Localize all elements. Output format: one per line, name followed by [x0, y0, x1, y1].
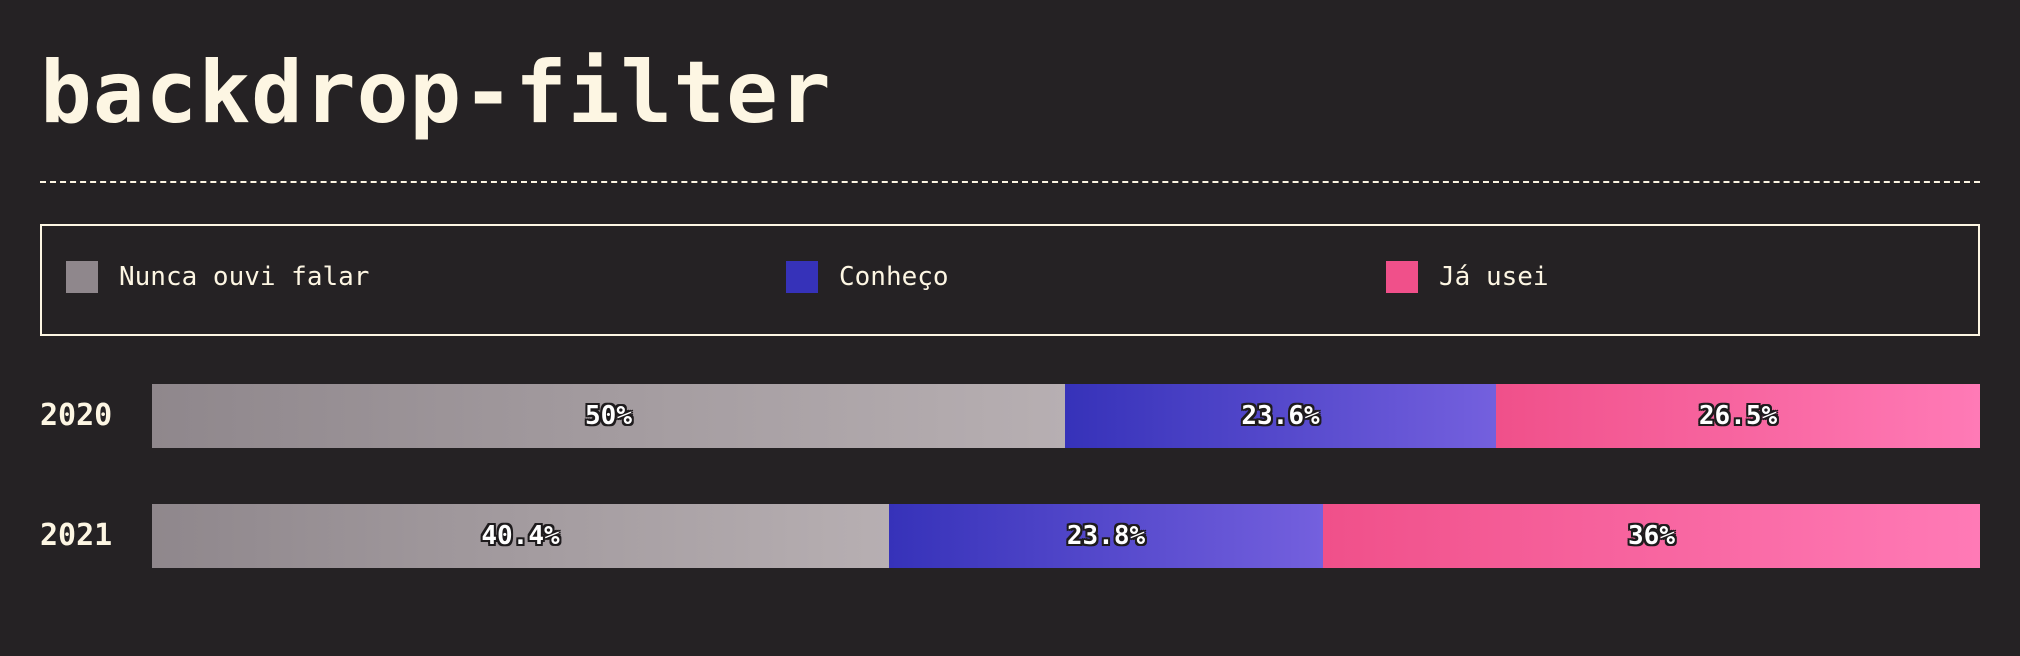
bar-segment-nunca-2021[interactable]: 40.4% [152, 504, 889, 568]
legend: Nunca ouvi falar Conheço Já usei [40, 224, 1980, 336]
data-label-conheco-2020: 23.6% [1241, 401, 1320, 431]
legend-swatch-nunca [66, 261, 98, 293]
row-label-2020: 2020 [40, 398, 113, 433]
bar-row-2020: 50% 23.6% 26.5% [152, 384, 1980, 448]
legend-label-conheco: Conheço [839, 262, 949, 292]
legend-swatch-usei [1386, 261, 1418, 293]
bar-segment-nunca-2020[interactable]: 50% [152, 384, 1065, 448]
legend-label-nunca: Nunca ouvi falar [119, 262, 370, 292]
bar-segment-conheco-2020[interactable]: 23.6% [1065, 384, 1496, 448]
legend-label-usei: Já usei [1439, 262, 1549, 292]
bar-row-2021: 40.4% 23.8% 36% [152, 504, 1980, 568]
chart-title: backdrop-filter [40, 43, 832, 143]
legend-swatch-conheco [786, 261, 818, 293]
bar-segment-usei-2020[interactable]: 26.5% [1496, 384, 1980, 448]
bar-segment-usei-2021[interactable]: 36% [1323, 504, 1980, 568]
legend-item-conheco: Conheço [786, 261, 949, 293]
legend-item-usei: Já usei [1386, 261, 1549, 293]
data-label-usei-2020: 26.5% [1698, 401, 1778, 431]
bar-segment-conheco-2021[interactable]: 23.8% [889, 504, 1323, 568]
data-label-usei-2021: 36% [1628, 521, 1675, 551]
legend-item-nunca: Nunca ouvi falar [66, 261, 369, 293]
title-divider [40, 181, 1980, 183]
data-label-nunca-2021: 40.4% [481, 521, 560, 551]
row-label-2021: 2021 [40, 518, 113, 553]
data-label-nunca-2020: 50% [585, 401, 632, 431]
data-label-conheco-2021: 23.8% [1066, 521, 1146, 551]
